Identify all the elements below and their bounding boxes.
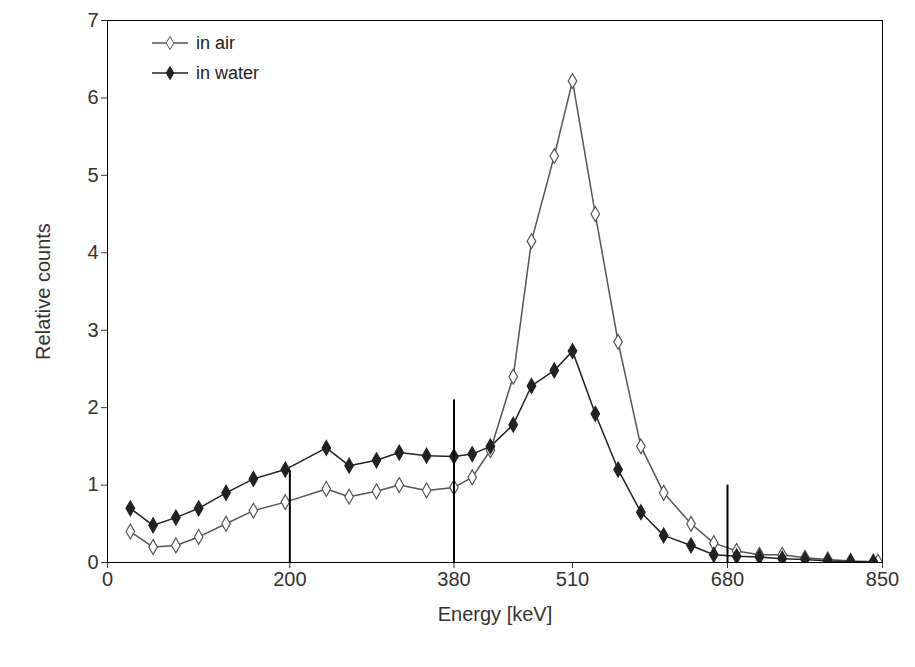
svg-text:4: 4 — [87, 241, 98, 263]
svg-text:510: 510 — [556, 568, 589, 590]
svg-text:6: 6 — [87, 86, 98, 108]
svg-text:200: 200 — [273, 568, 306, 590]
html-text:in water: in water — [196, 62, 259, 83]
svg-text:2: 2 — [87, 396, 98, 418]
svg-text:7: 7 — [87, 9, 98, 31]
svg-text:Relative counts: Relative counts — [32, 223, 54, 360]
svg-text:3: 3 — [87, 319, 98, 341]
svg-text:0: 0 — [102, 568, 113, 590]
svg-text:1: 1 — [87, 473, 98, 495]
html-text:in air: in air — [196, 32, 235, 53]
svg-text:5: 5 — [87, 164, 98, 186]
svg-text:380: 380 — [437, 568, 470, 590]
svg-text:Energy [keV]: Energy [keV] — [438, 603, 553, 625]
svg-text:850: 850 — [866, 568, 899, 590]
svg-text:680: 680 — [711, 568, 744, 590]
svg-text:0: 0 — [87, 551, 98, 573]
